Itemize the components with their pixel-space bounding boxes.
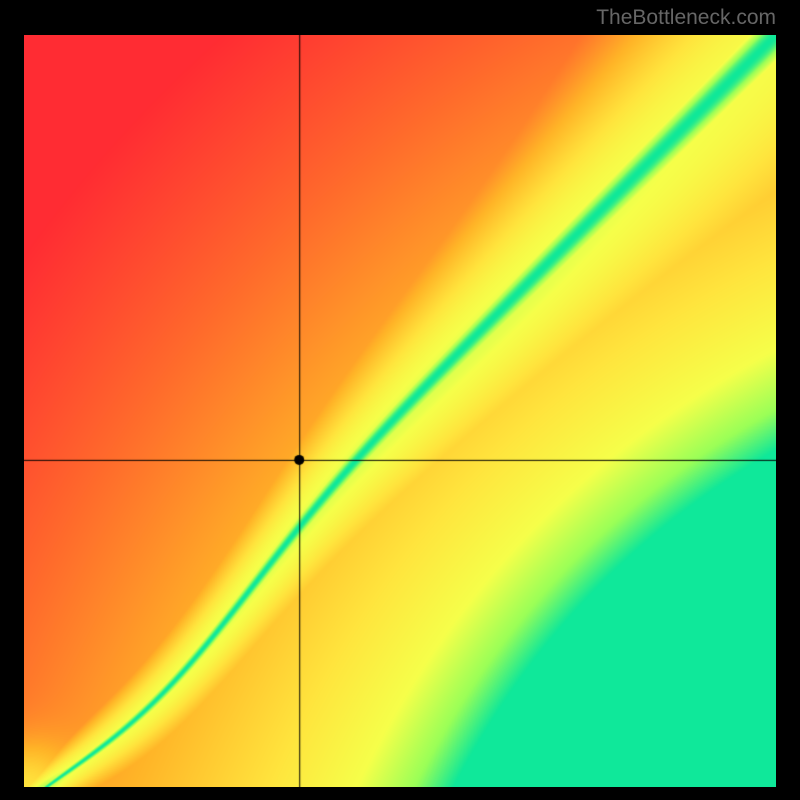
plot-area (24, 35, 776, 787)
chart-container: TheBottleneck.com (0, 0, 800, 800)
heatmap-canvas (24, 35, 776, 787)
watermark-text: TheBottleneck.com (596, 6, 776, 30)
